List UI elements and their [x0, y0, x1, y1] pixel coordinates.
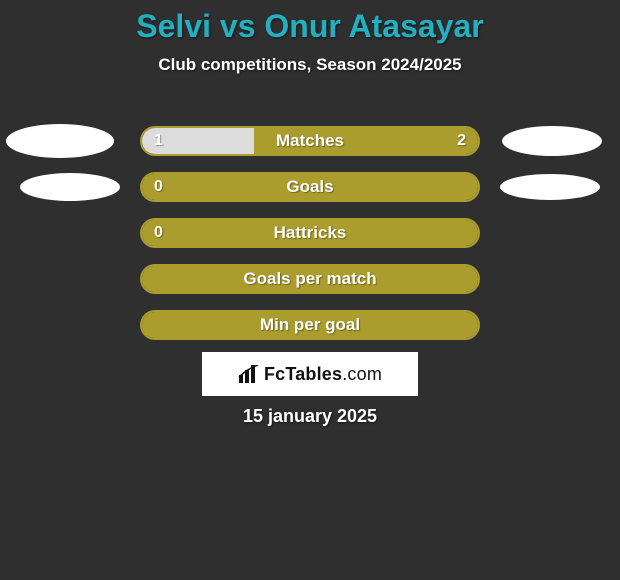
brand-suffix: .com [342, 364, 382, 384]
stat-row: Goals0 [0, 164, 620, 210]
stat-row: Matches1 2 [0, 118, 620, 164]
player-left-ellipse [6, 124, 114, 158]
subtitle: Club competitions, Season 2024/2025 [0, 55, 620, 75]
stats-card: Selvi vs Onur Atasayar Club competitions… [0, 0, 620, 580]
player-right-ellipse [500, 174, 600, 200]
stat-right-value: 2 [457, 128, 466, 154]
stat-bar: Hattricks0 [140, 218, 480, 248]
player-right-ellipse [502, 126, 602, 156]
stat-left-value: 0 [154, 174, 163, 200]
stat-bar: Goals per match [140, 264, 480, 294]
brand-text: FcTables.com [238, 364, 382, 385]
player-left-ellipse [20, 173, 120, 201]
stat-bar: Goals0 [140, 172, 480, 202]
stat-bar: Matches1 2 [140, 126, 480, 156]
stat-bar: Min per goal [140, 310, 480, 340]
page-title: Selvi vs Onur Atasayar [0, 0, 620, 45]
bars-icon [238, 365, 260, 383]
brand-badge: FcTables.com [202, 352, 418, 396]
stat-row: Min per goal [0, 302, 620, 348]
date-label: 15 january 2025 [0, 406, 620, 427]
brand-name: FcTables [264, 364, 342, 384]
stat-label: Min per goal [142, 312, 478, 338]
stat-row: Hattricks0 [0, 210, 620, 256]
stat-label: Hattricks [142, 220, 478, 246]
stat-row: Goals per match [0, 256, 620, 302]
stat-left-value: 0 [154, 220, 163, 246]
stat-left-value: 1 [154, 128, 163, 154]
stat-label: Goals [142, 174, 478, 200]
stat-label: Matches [142, 128, 478, 154]
stat-rows: Matches12Goals0Hattricks0Goals per match… [0, 118, 620, 348]
stat-label: Goals per match [142, 266, 478, 292]
